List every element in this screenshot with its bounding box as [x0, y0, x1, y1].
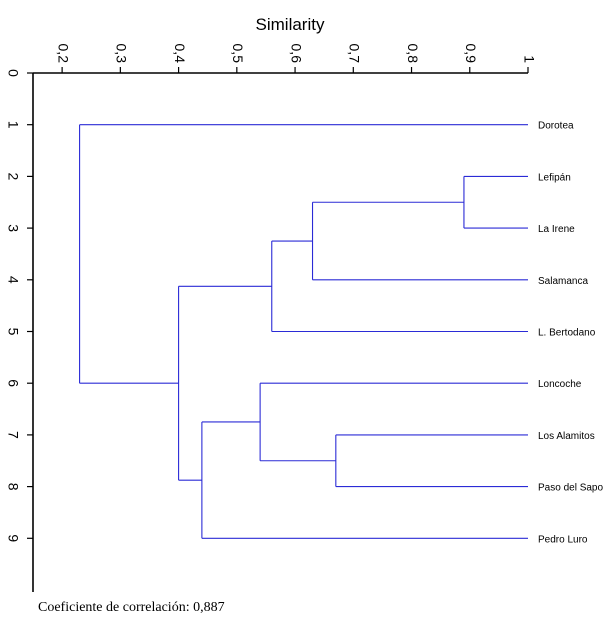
x-tick-label: 0,9 — [463, 44, 479, 64]
axes: 0,2 0,3 0,4 0,5 0,6 0,7 0,8 0,9 1 0 1 2 3 4 5 6 7 8 9 — [5, 44, 537, 592]
y-tick-label: 0 — [5, 69, 21, 77]
x-tick-label: 0,8 — [405, 44, 421, 64]
y-tick-label: 9 — [5, 534, 21, 542]
x-tick-label: 0,2 — [55, 44, 71, 64]
y-tick-label: 1 — [5, 121, 21, 129]
y-tick-label: 3 — [5, 224, 21, 232]
x-tick-label: 0,7 — [347, 44, 363, 64]
leaf-label: Loncoche — [538, 379, 582, 390]
leaf-label: Paso del Sapo — [538, 483, 603, 494]
y-tick-label: 4 — [5, 276, 21, 284]
x-tick-label: 1 — [521, 55, 537, 63]
leaf-label: Pedro Luro — [538, 534, 588, 545]
leaf-label: Lefipán — [538, 172, 571, 183]
leaf-label: La Irene — [538, 224, 575, 235]
leaf-label: Los Alamitos — [538, 431, 595, 442]
chart-title: Similarity — [256, 15, 325, 34]
y-tick-label: 5 — [5, 328, 21, 336]
x-tick-label: 0,6 — [288, 44, 304, 64]
leaf-label: L. Bertodano — [538, 328, 596, 339]
branches — [79, 124, 528, 539]
y-tick-label: 6 — [5, 379, 21, 387]
x-tick-label: 0,5 — [230, 44, 246, 64]
y-tick-label: 2 — [5, 173, 21, 181]
leaf-labels: Dorotea Lefipán La Irene Salamanca L. Bertod… — [538, 121, 603, 546]
y-tick-label: 8 — [5, 483, 21, 491]
leaf-label: Dorotea — [538, 121, 574, 132]
x-tick-label: 0,3 — [114, 44, 130, 64]
y-tick-label: 7 — [5, 431, 21, 439]
x-tick-label: 0,4 — [172, 44, 188, 64]
correlation-footnote: Coeficiente de correlación: 0,887 — [38, 600, 225, 615]
leaf-label: Salamanca — [538, 276, 588, 287]
